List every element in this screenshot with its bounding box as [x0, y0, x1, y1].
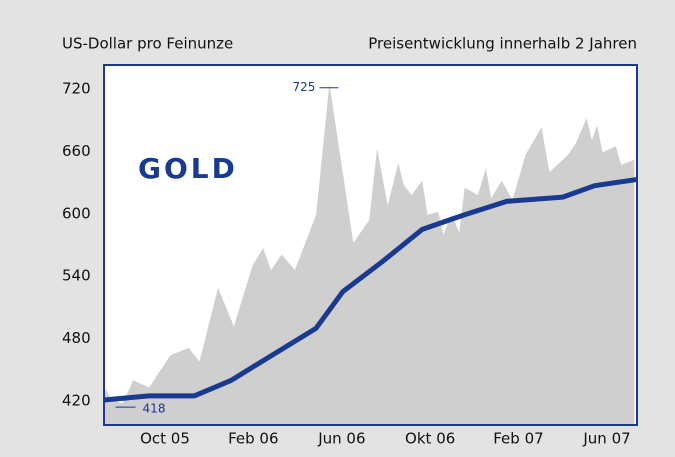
area	[104, 83, 635, 425]
x-tick-label: Okt 06	[405, 430, 455, 448]
x-tick-label: Oct 05	[140, 430, 190, 448]
plot	[104, 83, 637, 425]
y-tick-label: 720	[62, 79, 91, 97]
annotation: 725	[292, 80, 315, 94]
chart-title: GOLD	[138, 152, 238, 185]
y-tick-label: 660	[62, 142, 91, 160]
y-tick-label: 420	[62, 392, 91, 410]
x-tick-label: Feb 06	[228, 430, 278, 448]
x-tick-label: Jun 07	[582, 430, 630, 448]
subtitle: Preisentwicklung innerhalb 2 Jahren	[368, 35, 637, 53]
y-axis-label: US-Dollar pro Feinunze	[62, 35, 233, 53]
y-tick-label: 600	[62, 204, 91, 222]
plot-frame	[103, 64, 638, 426]
annotation: 418	[143, 402, 166, 416]
x-tick-label: Jun 06	[317, 430, 365, 448]
x-tick-label: Feb 07	[493, 430, 543, 448]
line	[104, 177, 637, 403]
y-tick-label: 540	[62, 267, 91, 285]
y-tick-label: 480	[62, 329, 91, 347]
